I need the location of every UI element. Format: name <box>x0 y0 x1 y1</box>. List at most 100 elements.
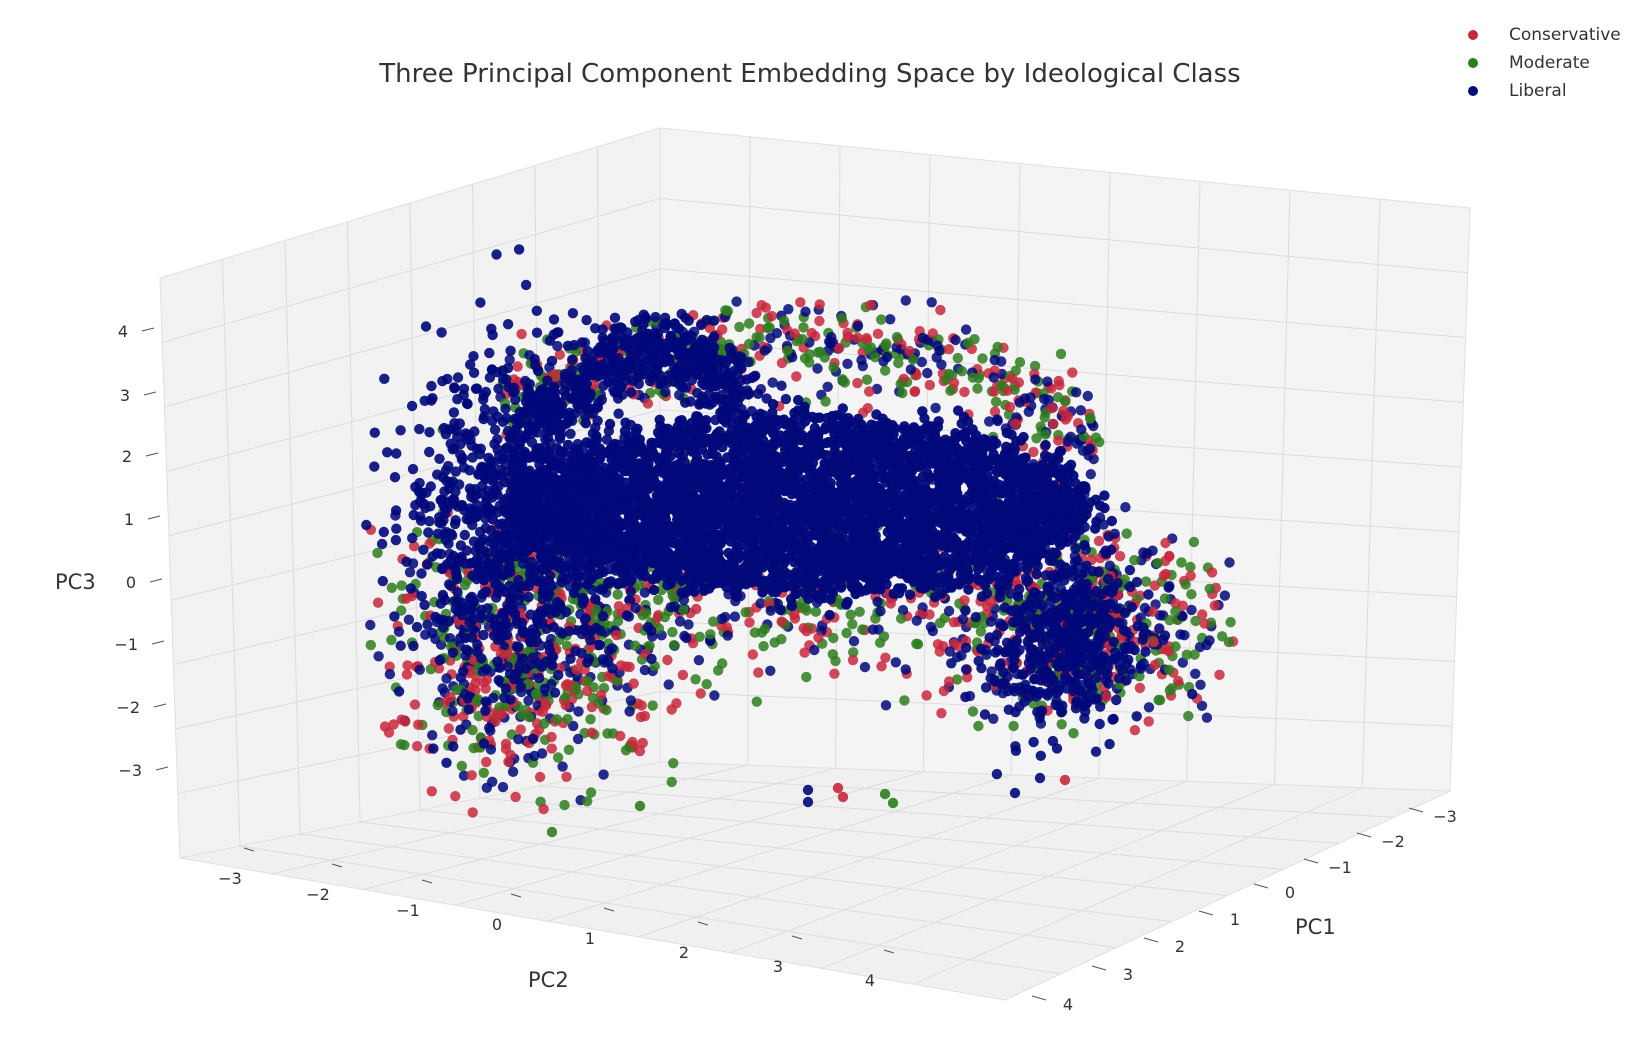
scatter-point <box>621 661 632 672</box>
scatter-point <box>801 671 812 683</box>
scatter-point <box>595 689 607 701</box>
scatter-point <box>815 346 826 357</box>
scatter-point <box>729 611 741 622</box>
scatter-point <box>412 741 423 752</box>
scatter-point <box>925 621 937 633</box>
scatter-point <box>512 361 523 372</box>
scatter-point <box>897 387 908 399</box>
scatter-point <box>365 639 376 651</box>
x-tick-label: −1 <box>1328 858 1352 877</box>
y-tick-mark <box>331 863 343 868</box>
scatter-point <box>848 636 860 647</box>
scatter-point <box>973 720 984 732</box>
scatter-point <box>554 349 565 360</box>
scatter-point <box>669 594 680 605</box>
z-tick-label: −1 <box>114 635 138 654</box>
scatter-point <box>1129 555 1140 566</box>
scatter-point <box>383 727 395 738</box>
scatter-point <box>1031 433 1042 444</box>
scatter-point <box>1055 348 1067 360</box>
scatter-point <box>523 695 534 706</box>
scatter-point <box>959 386 970 398</box>
scatter-point <box>1040 429 1051 440</box>
scatter-point <box>789 609 800 620</box>
scatter-point <box>1093 535 1105 547</box>
scatter-point <box>896 613 907 624</box>
scatter-point <box>472 695 483 706</box>
scatter-point <box>662 654 673 666</box>
x-tick-mark <box>1356 832 1372 838</box>
scatter-point <box>989 406 1001 417</box>
scatter-point <box>749 627 761 638</box>
scatter-point <box>562 713 573 725</box>
scatter-point <box>496 708 507 720</box>
z-tick-label: 2 <box>122 447 132 466</box>
scatter-point <box>891 331 903 343</box>
scatter-point <box>813 632 824 643</box>
scatter-point <box>636 700 647 711</box>
scatter-point <box>507 766 519 777</box>
scatter-point <box>1179 630 1190 641</box>
grid-line <box>284 240 301 835</box>
scatter-point <box>806 327 817 339</box>
scatter-point <box>647 700 658 711</box>
scatter-point <box>899 695 910 706</box>
scatter-point <box>990 396 1002 407</box>
x-tick-label: 3 <box>1123 965 1133 984</box>
scatter-point <box>1224 557 1235 568</box>
x-tick-label: 4 <box>1063 995 1073 1014</box>
scatter-point <box>795 297 806 308</box>
scatter-point <box>839 377 850 388</box>
scatter-point <box>1143 702 1155 713</box>
grid-line <box>546 774 1012 922</box>
scatter-point <box>943 368 955 380</box>
scatter-point <box>959 595 970 606</box>
scatter-point <box>754 332 765 343</box>
scatter-point <box>427 730 438 741</box>
scatter-point <box>992 414 1003 425</box>
scatter-point <box>470 678 481 689</box>
scatter-point <box>1186 589 1197 600</box>
scatter-point <box>413 719 424 730</box>
scatter-point <box>466 770 477 781</box>
scatter-point <box>695 688 706 699</box>
scatter-point <box>1030 374 1041 385</box>
scatter-point <box>386 634 397 646</box>
scatter-point <box>365 619 376 631</box>
scatter-point <box>551 714 563 725</box>
scatter-point <box>666 776 677 788</box>
scatter-point <box>659 611 671 623</box>
scatter-point <box>1010 418 1021 429</box>
scatter-point <box>857 360 868 372</box>
scatter-point <box>952 352 963 364</box>
scatter-point <box>552 752 564 763</box>
scatter-point <box>1147 545 1158 556</box>
scatter-point <box>921 690 932 701</box>
scatter-point <box>560 699 571 711</box>
scatter-point <box>503 756 514 767</box>
grid-line <box>170 479 1459 601</box>
scatter-point <box>1090 432 1102 443</box>
scatter-point <box>1085 413 1096 424</box>
scatter-point <box>615 730 626 742</box>
scatter-point <box>660 386 671 398</box>
scatter-point <box>857 624 868 635</box>
grid-line <box>347 221 361 823</box>
scatter-point <box>1164 551 1175 562</box>
scatter-point <box>814 299 825 310</box>
scatter-point <box>909 386 920 397</box>
scatter-point <box>1143 716 1154 727</box>
scatter-point <box>531 688 542 699</box>
scatter-point <box>585 714 596 725</box>
scatter-point <box>404 567 416 578</box>
scatter-point <box>865 299 876 311</box>
scatter-point <box>637 737 648 749</box>
x-tick-mark <box>1253 883 1269 889</box>
scatter-point <box>878 631 890 642</box>
scatter-point <box>585 787 597 798</box>
scatter-point <box>598 769 609 780</box>
grid-line <box>222 259 241 847</box>
scatter-point <box>800 306 811 317</box>
z-tick-mark <box>151 640 165 645</box>
scatter-point <box>783 304 794 315</box>
